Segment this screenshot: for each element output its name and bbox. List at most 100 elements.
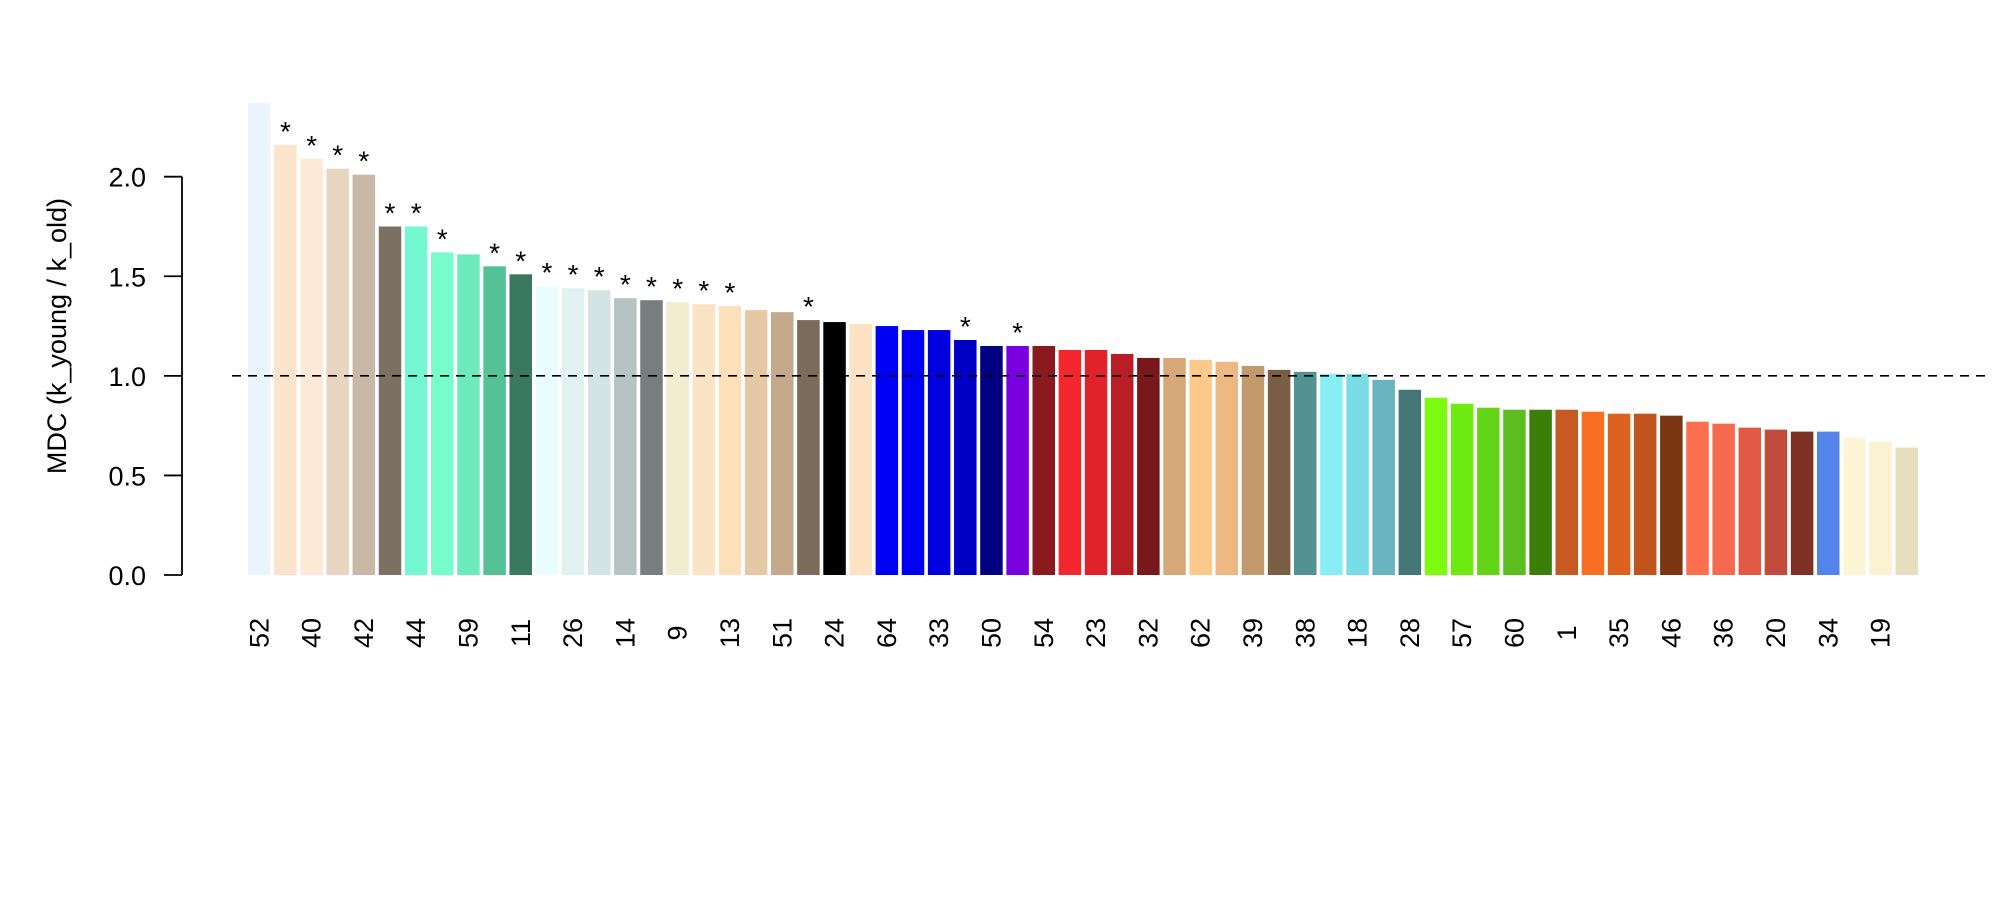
bar bbox=[1032, 345, 1055, 575]
bar bbox=[901, 330, 925, 575]
bar bbox=[1267, 369, 1291, 575]
bar bbox=[1581, 411, 1605, 575]
x-tick-label: 11 bbox=[506, 619, 536, 647]
x-tick-label: 42 bbox=[349, 618, 379, 648]
x-tick-label: 38 bbox=[1290, 618, 1320, 648]
bar bbox=[1450, 403, 1474, 575]
x-axis-labels: 52 40 42 44 59 11 26 14 9 13 51 24 64 33 50 54 23 32 62 39 3… bbox=[244, 618, 1895, 648]
x-tick-label: 19 bbox=[1866, 618, 1896, 648]
significance-star: * bbox=[515, 245, 526, 276]
y-tick-label: 0.0 bbox=[108, 561, 146, 591]
bar bbox=[483, 266, 506, 575]
bar bbox=[1424, 397, 1448, 575]
x-tick-label: 36 bbox=[1709, 618, 1739, 648]
y-tick-label: 1.0 bbox=[108, 362, 146, 392]
x-tick-label: 60 bbox=[1499, 618, 1529, 648]
bar bbox=[1660, 415, 1683, 575]
x-tick-label: 26 bbox=[558, 618, 588, 648]
x-tick-label: 34 bbox=[1813, 618, 1843, 648]
bar bbox=[1084, 349, 1108, 575]
bar bbox=[1503, 409, 1526, 575]
bar bbox=[849, 324, 872, 575]
x-tick-label: 46 bbox=[1656, 618, 1686, 648]
bar bbox=[614, 298, 637, 575]
x-tick-label: 35 bbox=[1604, 618, 1634, 648]
bar bbox=[509, 274, 532, 575]
bar bbox=[797, 320, 820, 575]
x-tick-label: 20 bbox=[1761, 618, 1791, 648]
bar bbox=[927, 330, 951, 575]
bar bbox=[535, 286, 559, 575]
x-tick-label: 32 bbox=[1133, 618, 1163, 648]
bar bbox=[1110, 353, 1134, 575]
bar bbox=[248, 103, 271, 576]
significance-star: * bbox=[332, 140, 343, 171]
significance-star: * bbox=[698, 275, 709, 306]
significance-star: * bbox=[594, 261, 605, 292]
significance-star: * bbox=[620, 269, 631, 300]
bar bbox=[274, 144, 297, 575]
x-tick-label: 59 bbox=[453, 618, 483, 648]
significance-star: * bbox=[489, 237, 500, 268]
bar bbox=[1058, 349, 1082, 575]
bar bbox=[1137, 357, 1160, 575]
x-tick-label: 40 bbox=[297, 618, 327, 648]
significance-marker-group: * * * * * * * * * * * * * * * * * * * * bbox=[280, 116, 1023, 348]
bar bbox=[1895, 447, 1918, 575]
x-tick-label: 50 bbox=[976, 618, 1006, 648]
bar bbox=[692, 304, 716, 575]
x-tick-label: 57 bbox=[1447, 618, 1477, 648]
bar bbox=[561, 288, 585, 575]
bar bbox=[1320, 373, 1343, 575]
significance-star: * bbox=[646, 271, 657, 302]
significance-star: * bbox=[724, 277, 735, 308]
bar bbox=[1555, 409, 1578, 575]
bar bbox=[1372, 379, 1395, 575]
y-tick-label: 2.0 bbox=[108, 163, 146, 193]
y-axis: 0.0 0.5 1.0 1.5 2.0 bbox=[108, 163, 183, 591]
bar bbox=[1241, 365, 1265, 575]
significance-star: * bbox=[672, 273, 683, 304]
bar bbox=[640, 300, 663, 575]
bar bbox=[1869, 441, 1892, 575]
y-axis-label: MDC (k_young / k_old) bbox=[42, 198, 72, 474]
x-tick-label: 28 bbox=[1395, 618, 1425, 648]
significance-star: * bbox=[1012, 317, 1023, 348]
bar bbox=[1607, 413, 1631, 575]
x-tick-label: 14 bbox=[610, 618, 640, 648]
significance-star: * bbox=[280, 116, 291, 147]
bar bbox=[1163, 357, 1186, 575]
significance-star: * bbox=[385, 197, 396, 228]
significance-star: * bbox=[960, 311, 971, 342]
significance-star: * bbox=[306, 130, 317, 161]
significance-star: * bbox=[411, 197, 422, 228]
bar bbox=[1738, 427, 1762, 575]
bar bbox=[875, 326, 899, 575]
bar bbox=[1215, 361, 1239, 575]
bar bbox=[1006, 345, 1029, 575]
bar bbox=[1686, 421, 1709, 575]
bar bbox=[378, 226, 402, 576]
bar bbox=[404, 226, 428, 576]
bar bbox=[1633, 413, 1657, 575]
bar bbox=[352, 174, 376, 575]
bar bbox=[718, 306, 742, 575]
bar bbox=[1712, 423, 1735, 575]
bar bbox=[823, 322, 846, 575]
bar bbox=[1790, 431, 1814, 575]
bar bbox=[1764, 429, 1788, 575]
x-tick-label: 33 bbox=[924, 618, 954, 648]
bar bbox=[300, 158, 323, 575]
x-tick-label: 62 bbox=[1186, 618, 1216, 648]
x-tick-label: 24 bbox=[820, 618, 850, 648]
significance-star: * bbox=[541, 257, 552, 288]
bar bbox=[587, 290, 611, 575]
bar bbox=[1529, 409, 1552, 575]
significance-star: * bbox=[358, 146, 369, 177]
bar bbox=[457, 254, 480, 575]
x-tick-label: 13 bbox=[715, 618, 745, 648]
bar bbox=[431, 252, 454, 575]
bar bbox=[1346, 373, 1369, 575]
significance-star: * bbox=[437, 223, 448, 254]
